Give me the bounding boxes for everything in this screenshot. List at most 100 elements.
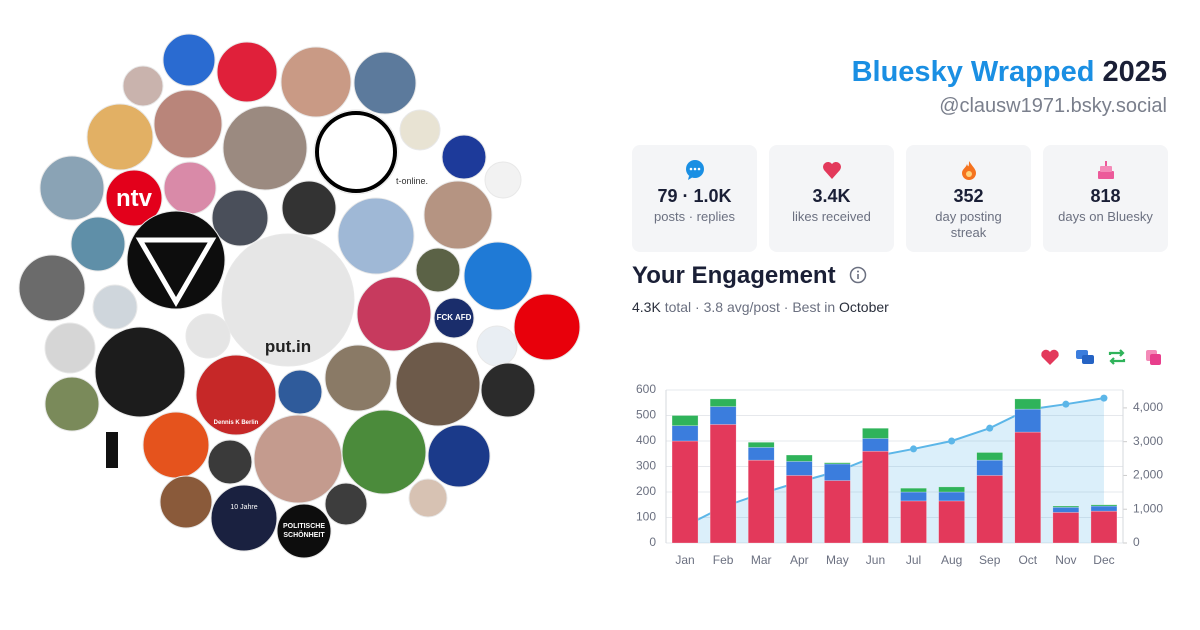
avatar: [433, 297, 475, 339]
avatar: [395, 341, 481, 427]
bar-segment: [862, 428, 889, 439]
avatar: [441, 134, 487, 180]
icon: [1098, 161, 1114, 179]
avatar: [142, 411, 210, 479]
avatar-label: ntv: [116, 185, 153, 212]
bar-segment: [1052, 505, 1080, 508]
avatar: [463, 241, 533, 311]
bar-segment: [671, 415, 699, 426]
x-tick-label: Mar: [751, 553, 772, 567]
stat-value: 352: [953, 186, 984, 206]
y-tick-label: 500: [636, 408, 656, 422]
summary-details: total · 3.8 avg/post · Best in: [664, 299, 836, 315]
bar-segment: [1014, 398, 1042, 410]
avatar: [399, 109, 441, 151]
bar-segment: [938, 500, 965, 544]
y-tick-label: 600: [636, 382, 656, 396]
legend-icon[interactable]: [1041, 349, 1059, 365]
bar-segment: [862, 438, 889, 452]
bar-segment: [786, 475, 813, 544]
avatar: [324, 482, 368, 526]
avatar: [195, 354, 277, 436]
avatar: [221, 233, 355, 367]
y2-tick-label: 0: [1133, 535, 1140, 549]
y2-tick-label: 1,000: [1133, 501, 1163, 515]
bar-segment: [747, 447, 775, 461]
handle: @clausw1971.bsky.social: [939, 95, 1167, 117]
stat-card: 352 day posting streak: [906, 145, 1031, 252]
avatar: [44, 376, 100, 432]
stat-card: 818 days on Bluesky: [1043, 145, 1168, 252]
legend-icon[interactable]: [1108, 349, 1126, 365]
bar-segment: [709, 398, 737, 407]
y-tick-label: 0: [649, 535, 656, 549]
avatar: [415, 247, 461, 293]
avatar: [476, 325, 518, 367]
avatar: [211, 189, 269, 247]
x-tick-label: Aug: [941, 553, 962, 567]
avatar-label: t-online.: [396, 176, 428, 186]
avatar: [253, 414, 343, 504]
stat-value: 3.4K: [812, 186, 851, 206]
avatar: [70, 216, 126, 272]
bar-segment: [976, 459, 1003, 476]
avatar: [92, 284, 138, 330]
legend-icon[interactable]: [1146, 350, 1161, 365]
avatar: [185, 313, 231, 359]
avatar: [105, 169, 163, 227]
line-point: [1100, 394, 1108, 402]
bar-segment: [976, 475, 1003, 544]
x-tick-label: Jun: [866, 553, 885, 567]
stat-value: 818: [1090, 186, 1121, 206]
avatar: [423, 180, 493, 250]
avatar-label: 10 Jahre: [230, 504, 257, 511]
bar-segment: [1052, 512, 1080, 544]
avatar: [216, 41, 278, 103]
x-tick-label: Oct: [1018, 553, 1037, 567]
avatar-cloud: ntv put.in t-online. FCK AFD Dennis K Berlin…: [18, 33, 581, 559]
legend-icon[interactable]: [1076, 350, 1094, 364]
icon: [962, 161, 976, 180]
bar-segment: [824, 462, 851, 465]
avatar: [122, 65, 164, 107]
avatar: [313, 109, 399, 195]
stat-label: likes received: [792, 209, 871, 224]
x-tick-label: Dec: [1093, 553, 1114, 567]
chart: 0 100 200 300 400 500 600 0 1,000 2,000 3,000 4,000…: [636, 382, 1163, 567]
avatar-icon: [135, 237, 217, 307]
avatar-label: put.in: [265, 337, 311, 356]
bar-segment: [1014, 431, 1042, 544]
y-tick-label: 100: [636, 510, 656, 524]
y-tick-label: 200: [636, 484, 656, 498]
avatar: [356, 276, 432, 352]
x-tick-label: Sep: [979, 553, 1001, 567]
bar-segment: [747, 459, 775, 544]
bar-segment: [786, 461, 813, 476]
info-icon[interactable]: [848, 265, 868, 285]
avatar: [341, 409, 427, 495]
avatar: [207, 439, 253, 485]
bar-segment: [786, 454, 813, 462]
section-title: Your Engagement: [632, 262, 868, 290]
avatar: [324, 344, 392, 412]
avatar: [210, 484, 278, 552]
y2-tick-label: 4,000: [1133, 400, 1163, 414]
bar-segment: [900, 491, 927, 502]
stat-card: 3.4K likes received: [769, 145, 894, 252]
line-point: [1062, 400, 1070, 408]
bar-segment: [938, 486, 965, 493]
section-title-text: Your Engagement: [632, 262, 836, 289]
bar-segment: [671, 425, 699, 442]
avatar-label: POLITISCHE: [283, 523, 325, 530]
y-tick-label: 400: [636, 433, 656, 447]
x-tick-label: Nov: [1055, 553, 1076, 567]
avatar: [513, 293, 581, 361]
line-point: [986, 424, 994, 432]
avatar: [276, 503, 332, 559]
avatar-label: Dennis K Berlin: [214, 420, 259, 426]
x-tick-label: May: [826, 553, 849, 567]
y2-tick-label: 3,000: [1133, 434, 1163, 448]
bar-segment: [938, 491, 965, 502]
stat-label: day posting streak: [935, 209, 1002, 240]
